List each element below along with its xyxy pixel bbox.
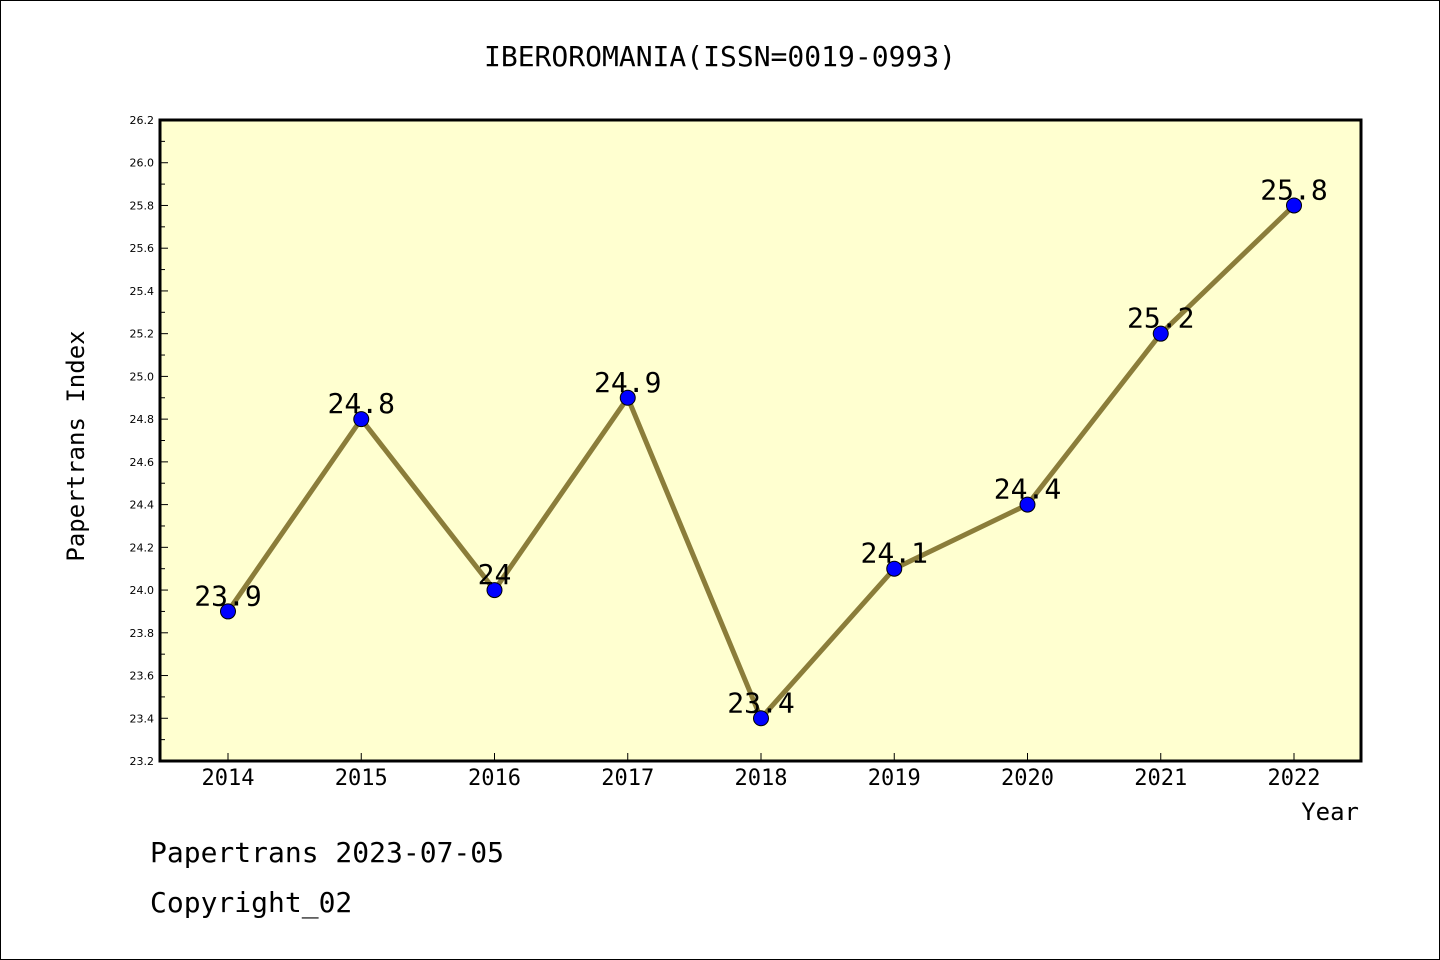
x-axis-label: Year — [1301, 798, 1359, 826]
y-tick-label: 23.8 — [130, 627, 155, 640]
data-point — [886, 560, 903, 577]
data-point — [220, 603, 236, 620]
y-tick-label: 23.6 — [130, 670, 155, 683]
x-tick-label: 2015 — [335, 766, 388, 791]
chart-title: IBEROROMANIA(ISSN=0019-0993) — [484, 40, 956, 73]
footer-date-line: Papertrans 2023-07-05 — [150, 836, 505, 869]
y-tick-label: 24.4 — [130, 499, 155, 512]
data-label: 24.8 — [328, 387, 395, 420]
y-axis-label: Papertrans Index — [62, 330, 90, 561]
x-tick-label: 2021 — [1134, 766, 1187, 791]
data-label: 24 — [478, 558, 512, 591]
data-point — [1019, 496, 1036, 513]
data-label: 24.1 — [861, 537, 928, 570]
data-label: 25.2 — [1127, 302, 1194, 335]
y-tick-label: 24.8 — [130, 413, 155, 426]
footer-copyright: Copyright_02 — [150, 886, 353, 919]
data-label: 23.9 — [194, 579, 261, 612]
data-point — [1286, 197, 1302, 214]
x-tick-label: 2018 — [735, 766, 788, 791]
y-tick-label: 25.8 — [130, 199, 155, 212]
y-tick-label: 24.6 — [130, 456, 155, 469]
data-label: 24.4 — [994, 473, 1061, 506]
y-axis: 23.2 23.4 23.6 23.8 24.0 24.2 24.4 24.6 24.8 25.0… — [130, 114, 168, 768]
x-tick-label: 2022 — [1268, 766, 1321, 791]
x-tick-label: 2014 — [202, 766, 255, 791]
x-tick-label: 2017 — [601, 766, 654, 791]
y-tick-label: 24.2 — [130, 541, 155, 554]
series-layer: 23.9 24.8 24 24.9 23.4 24.1 24.4 25.2 25.8 — [194, 173, 1328, 727]
data-label: 24.9 — [594, 366, 661, 399]
y-tick-label: 25.0 — [130, 370, 155, 383]
y-tick-label: 26.2 — [130, 114, 155, 127]
x-tick-label: 2020 — [1001, 766, 1054, 791]
y-tick-label: 23.4 — [130, 712, 155, 725]
y-tick-label: 25.4 — [130, 285, 155, 298]
x-tick-label: 2019 — [868, 766, 921, 791]
data-point — [353, 411, 370, 428]
y-tick-label: 26.0 — [130, 157, 155, 170]
data-point — [486, 582, 503, 599]
data-point — [753, 710, 769, 727]
data-label: 23.4 — [727, 686, 794, 719]
y-tick-label: 23.2 — [130, 755, 155, 768]
data-point — [1152, 325, 1169, 342]
y-tick-label: 24.0 — [130, 584, 155, 597]
x-tick-label: 2016 — [468, 766, 521, 791]
plot-area — [158, 118, 1363, 763]
y-tick-label: 25.6 — [130, 242, 155, 255]
x-axis: 2014 2015 2016 2017 2018 2019 2020 2021 2022 — [202, 753, 1321, 791]
data-point — [619, 389, 636, 406]
data-label: 25.8 — [1260, 173, 1327, 206]
y-tick-label: 25.2 — [130, 328, 155, 341]
